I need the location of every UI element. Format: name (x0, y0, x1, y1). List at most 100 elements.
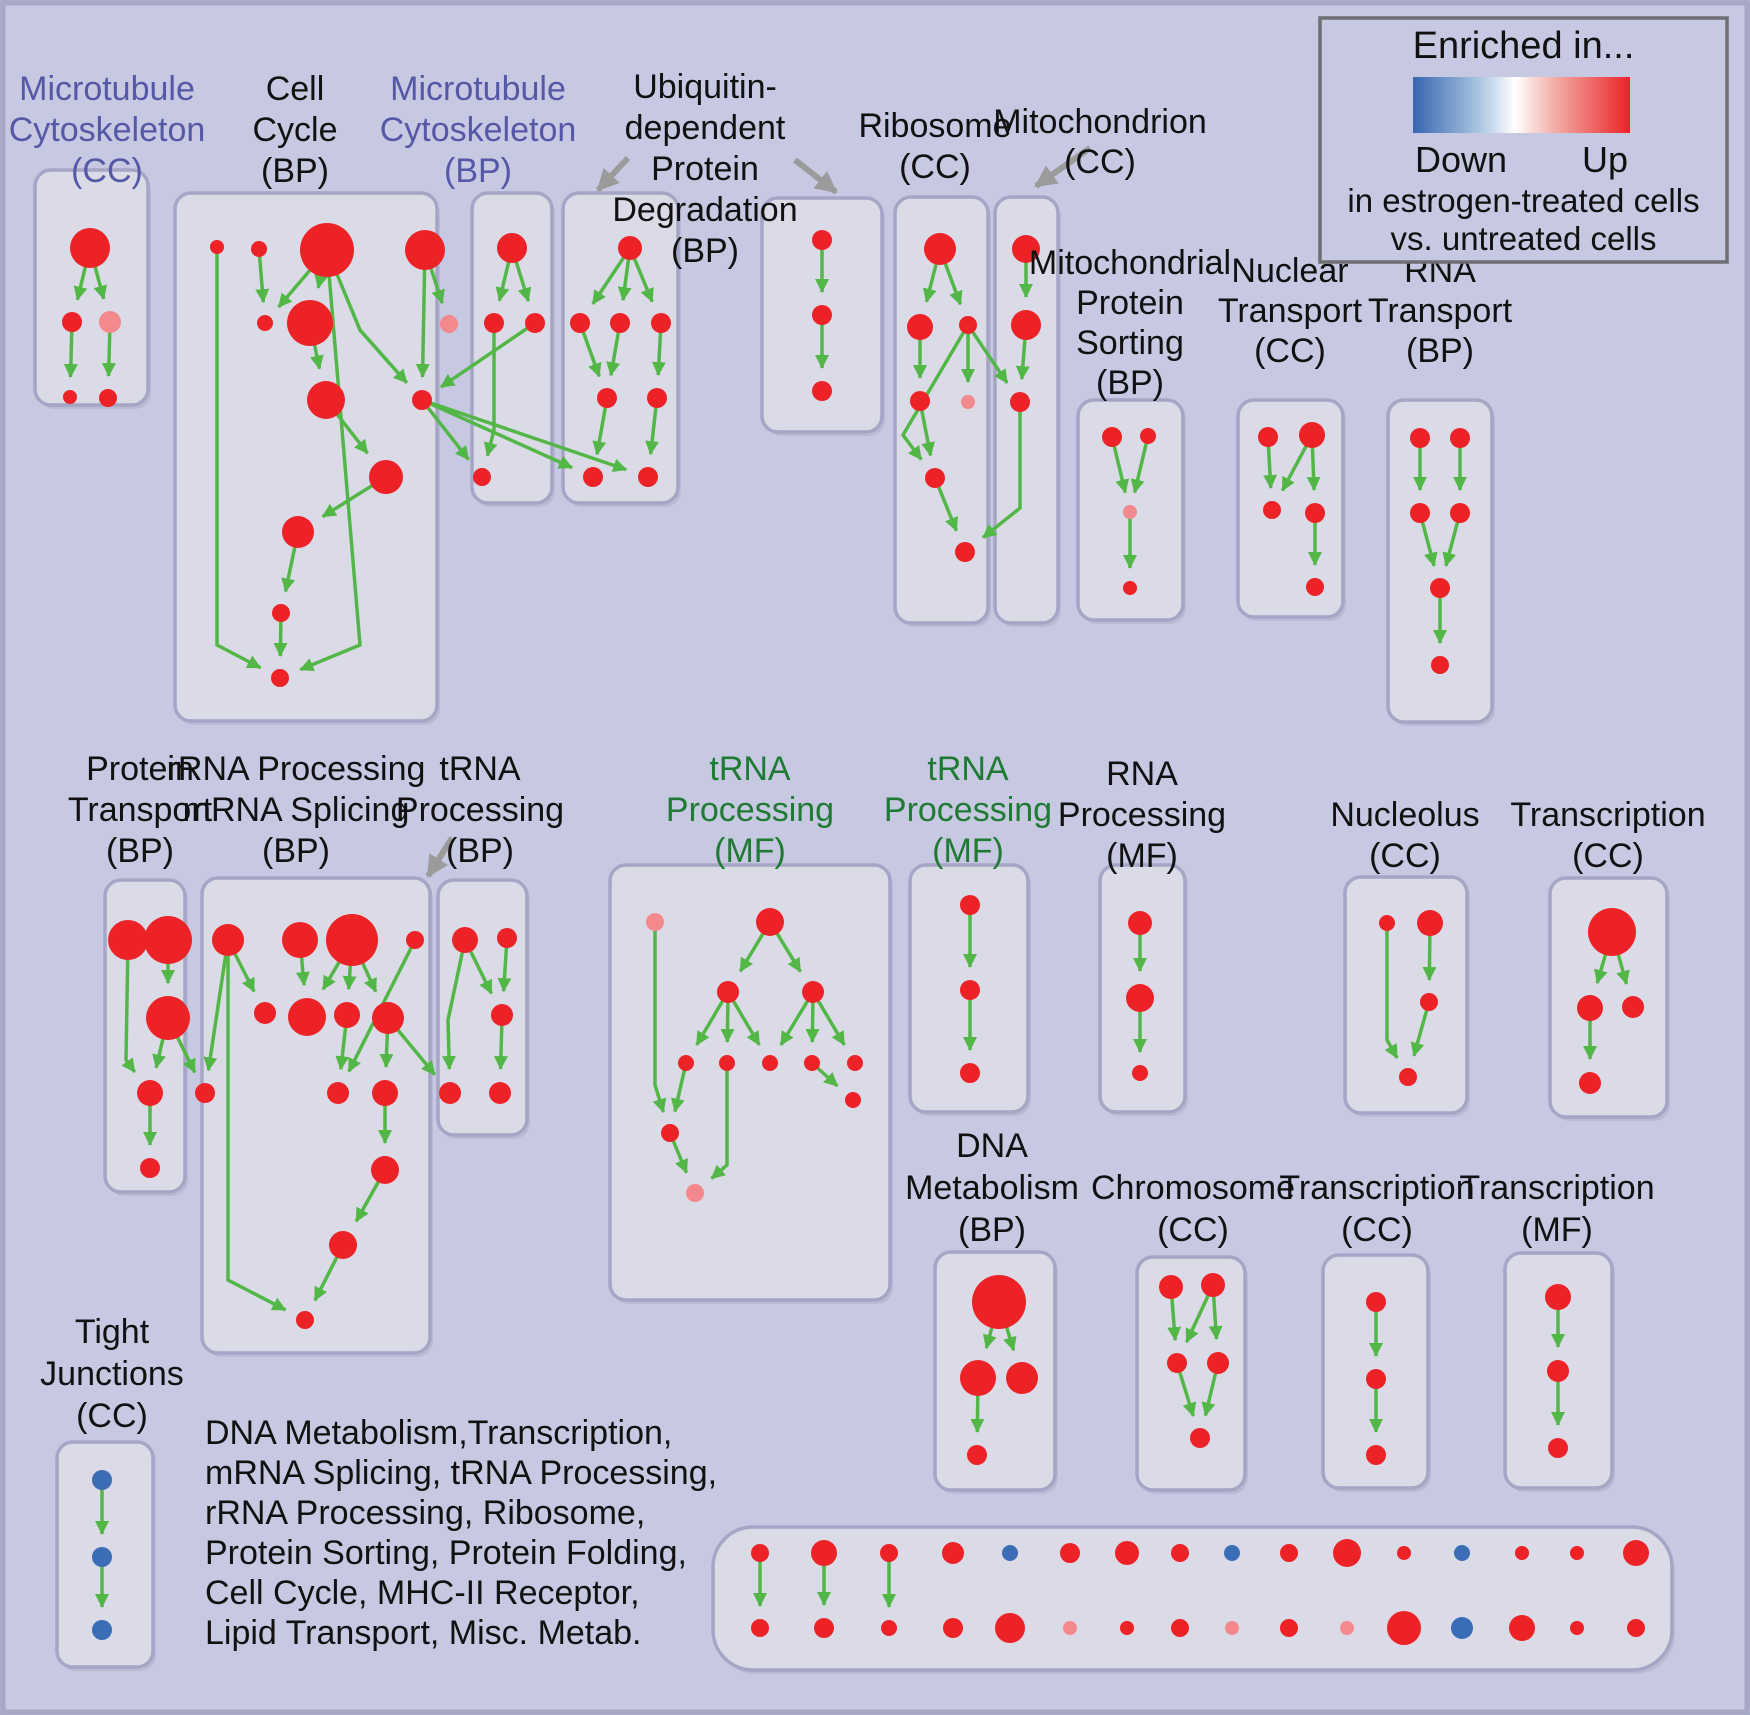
node-rr_t4 (406, 931, 424, 949)
node-t2c (1366, 1445, 1386, 1465)
node-tmf2 (719, 1055, 735, 1071)
node-nt4 (1305, 503, 1325, 523)
edge-cc_C-cc_F (314, 273, 328, 289)
node-mt1 (1012, 235, 1040, 263)
ubiquitin-degradation-1-box (561, 191, 680, 505)
edge-cc_I-u8 (429, 400, 628, 473)
node-bx6t (1060, 1543, 1080, 1563)
trna-processing-mf-large-box (608, 863, 892, 1302)
node-pt2 (144, 916, 192, 964)
misc-clusters-text-line: Protein Sorting, Protein Folding, (205, 1534, 687, 1572)
edge-u1-u4 (632, 256, 654, 303)
nodes-layer (62, 223, 1649, 1645)
edge-r3-mt3 (970, 329, 1009, 384)
dna-metabolism-label-line: Metabolism (905, 1169, 1079, 1207)
node-rr_s3 (372, 1002, 404, 1034)
node-rr_x1 (371, 1156, 399, 1184)
node-u3 (610, 313, 630, 333)
edge-mb3-cc_I (440, 326, 530, 389)
node-ch1 (1159, 1275, 1183, 1299)
node-mt3 (1010, 392, 1030, 412)
node-mb1 (497, 233, 527, 263)
ubiquitin-degradation-1-label-line: Degradation (612, 191, 797, 229)
edge-nt1-nt3 (1263, 444, 1278, 489)
mito-protein-sorting-label-line: Mitochondrial (1029, 244, 1231, 282)
misc-clusters-text-line: DNA Metabolism,Transcription, (205, 1414, 672, 1452)
trna-processing-mf-large-nodes (646, 908, 863, 1202)
node-u7 (583, 467, 603, 487)
node-bx3t (880, 1544, 898, 1562)
node-cc_G (440, 315, 458, 333)
edge-tx1-tx3 (1616, 952, 1630, 985)
nuclear-transport-label-line: Transport (1218, 292, 1363, 330)
edge-cc_M-cc_N (273, 619, 288, 657)
node-r1 (924, 233, 956, 265)
node-rp2 (1126, 984, 1154, 1012)
node-ms1 (1102, 427, 1122, 447)
node-nt5 (1306, 578, 1324, 596)
edge-mb1-mb3 (514, 259, 532, 302)
edge-rr_t1-rr_x3 (226, 954, 287, 1312)
edge-tm2-tmf3 (731, 998, 761, 1046)
node-bx6b (1063, 1621, 1077, 1635)
microtubule-cc-label-line: Cytoskeleton (9, 111, 206, 149)
edge-dm1-dm3 (1003, 1325, 1017, 1352)
cell-cycle-label-line: Cell (266, 70, 325, 108)
node-bx11b (1340, 1621, 1354, 1635)
misc-clusters-text-line: rRNA Processing, Ribosome, (205, 1494, 645, 1532)
node-rt4 (1450, 503, 1470, 523)
node-tx3 (1622, 996, 1644, 1018)
node-u5 (597, 388, 617, 408)
rrna-mrna-label-line: rRNA Processing (167, 750, 426, 788)
edge-pt3-rr_q (175, 1035, 197, 1074)
node-nt1 (1258, 427, 1278, 447)
edge-tm0-tm4 (652, 929, 667, 1113)
node-dm2 (960, 1360, 996, 1396)
chromosome-label-line: Chromosome (1091, 1169, 1295, 1207)
node-tm1 (756, 908, 784, 936)
misc-clusters-text-line: mRNA Splicing, tRNA Processing, (205, 1454, 717, 1492)
node-tm4 (661, 1124, 679, 1142)
microtubule-bp-label-line: (BP) (444, 152, 512, 190)
node-bx3b (881, 1620, 897, 1636)
rna-processing-mf-label-line: Processing (1058, 796, 1226, 834)
edge-u1-u2 (591, 255, 626, 305)
edge-u4-u6 (651, 330, 666, 376)
microtubule-bp-nodes (473, 233, 545, 486)
dna-metabolism-box (933, 1250, 1057, 1492)
ribosome-nodes (907, 233, 977, 562)
protein-transport-label-line: Transport (68, 791, 213, 829)
trna-processing-mf-chain-label-line: Processing (884, 791, 1052, 829)
node-cc_F (287, 300, 333, 346)
rna-transport-nodes (1410, 428, 1470, 674)
node-tm2 (717, 981, 739, 1003)
node-t3c (1548, 1438, 1568, 1458)
edge-tm2-tmf2 (720, 1000, 735, 1043)
node-rr_t2 (282, 922, 318, 958)
edge-tmf4-tm5 (815, 1065, 839, 1088)
node-rt3 (1410, 503, 1430, 523)
node-rr_w1 (327, 1082, 349, 1104)
microtubule-cc-label-line: Microtubule (19, 70, 195, 108)
nucleolus-label-line: Nucleolus (1330, 796, 1479, 834)
node-r6 (925, 468, 945, 488)
edge-nt2-nt4 (1306, 445, 1321, 491)
edge-ch4-ch5 (1201, 1371, 1218, 1417)
node-bx2b (814, 1618, 834, 1638)
node-ms2 (1140, 428, 1156, 444)
node-tm6 (686, 1184, 704, 1202)
node-v1 (812, 230, 832, 250)
rrna-mrna-label-line: (BP) (262, 832, 330, 870)
node-r4 (910, 391, 930, 411)
cell-cycle-nodes (210, 223, 458, 687)
node-dm1 (972, 1275, 1026, 1329)
edge-cc_I-mb4 (425, 405, 470, 461)
ribosome-label-line: Ribosome (858, 107, 1011, 145)
edge-tb3-tb5 (493, 1023, 508, 1070)
ubiquitin-degradation-1-label-line: Protein (651, 150, 759, 188)
edge-tm2-tmf1 (695, 998, 725, 1046)
rrna-mrna-box (200, 876, 432, 1355)
node-ch3 (1167, 1353, 1187, 1373)
trna-processing-mf-large-label-line: (MF) (714, 832, 786, 870)
